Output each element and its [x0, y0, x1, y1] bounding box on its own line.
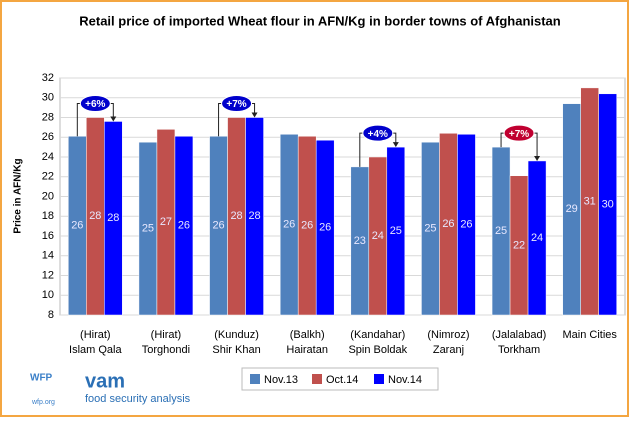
annotation-badge [221, 95, 253, 112]
annotation-arrow [534, 155, 541, 161]
y-tick-label: 24 [42, 151, 54, 163]
y-tick-label: 20 [42, 190, 54, 202]
value-label: 26 [212, 220, 224, 232]
x-tick-label: (Kunduz) [214, 329, 259, 341]
chart-title: Retail price of imported Wheat flour in … [79, 13, 561, 28]
value-label: 26 [283, 219, 295, 231]
x-tick-label: Torghondi [142, 344, 190, 356]
x-tick-label: Islam Qala [69, 344, 122, 356]
annotation-badge [79, 95, 111, 112]
y-tick-label: 14 [42, 250, 54, 262]
annotation-badge [503, 124, 535, 142]
y-tick-label: 12 [42, 269, 54, 281]
value-label: 31 [584, 195, 596, 207]
y-tick-label: 8 [48, 309, 54, 321]
annotation-arrow [110, 116, 117, 122]
value-label: 26 [460, 219, 472, 231]
y-tick-label: 32 [42, 72, 54, 84]
annotation-arrow [251, 112, 258, 118]
brand: vam [85, 370, 125, 392]
x-tick-label: Shir Khan [212, 344, 260, 356]
bar [315, 139, 335, 316]
annotation-text: +7% [509, 129, 529, 140]
y-tick-label: 22 [42, 171, 54, 183]
annotation-text: +7% [226, 99, 246, 110]
value-label: 26 [71, 220, 83, 232]
bar [598, 93, 617, 316]
x-tick-label: (Nimroz) [427, 329, 469, 341]
value-label: 27 [160, 216, 172, 228]
legend-swatch [250, 374, 260, 384]
x-tick-label: (Kandahar) [350, 329, 405, 341]
value-label: 25 [142, 223, 154, 235]
legend-label: Nov.14 [388, 374, 422, 386]
x-tick-label: Spin Boldak [348, 344, 407, 356]
logo: WFP [30, 373, 53, 384]
y-tick-label: 16 [42, 230, 54, 242]
value-label: 28 [248, 210, 260, 222]
x-tick-label: (Balkh) [290, 329, 325, 341]
tagline: food security analysis [85, 393, 191, 405]
value-label: 28 [107, 212, 119, 224]
value-label: 22 [513, 239, 525, 251]
logo-url: wfp.org [31, 399, 55, 406]
legend-swatch [312, 374, 322, 384]
legend-label: Oct.14 [326, 374, 358, 386]
x-tick-label: Torkham [498, 344, 540, 356]
value-label: 28 [89, 210, 101, 222]
y-axis-label: Price in AFN/Kg [13, 158, 24, 233]
x-tick-label: (Jalalabad) [492, 329, 546, 341]
value-label: 28 [230, 210, 242, 222]
value-label: 26 [178, 220, 190, 232]
y-tick-label: 30 [42, 92, 54, 104]
annotation-arrow [392, 142, 399, 148]
value-label: 26 [319, 222, 331, 234]
annotation-text: +6% [85, 99, 105, 110]
legend-label: Nov.13 [264, 374, 298, 386]
value-label: 26 [442, 218, 454, 230]
value-label: 24 [531, 232, 543, 244]
value-label: 25 [495, 225, 507, 237]
value-label: 23 [354, 235, 366, 247]
value-label: 25 [424, 223, 436, 235]
legend-swatch [374, 374, 384, 384]
value-label: 25 [390, 225, 402, 237]
annotation-text: +4% [368, 129, 388, 140]
value-label: 24 [372, 230, 384, 242]
value-label: 30 [602, 198, 614, 210]
x-tick-label: (Hirat) [80, 329, 111, 341]
bar [174, 136, 194, 316]
annotation-badge [362, 124, 394, 142]
x-tick-label: Zaranj [433, 344, 464, 356]
y-tick-label: 26 [42, 131, 54, 143]
x-tick-label: Hairatan [286, 344, 328, 356]
legend-box [241, 367, 439, 391]
y-tick-label: 18 [42, 210, 54, 222]
value-label: 26 [301, 220, 313, 232]
y-tick-label: 28 [42, 111, 54, 123]
y-tick-label: 10 [42, 289, 54, 301]
bar [457, 134, 476, 316]
x-tick-label: (Hirat) [151, 329, 182, 341]
x-tick-label: Main Cities [562, 329, 617, 341]
value-label: 29 [566, 203, 578, 215]
